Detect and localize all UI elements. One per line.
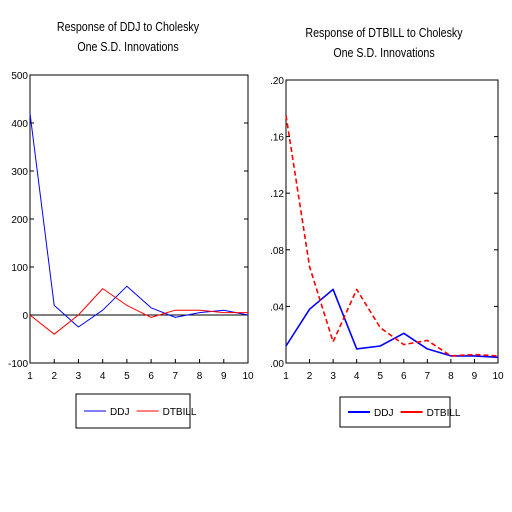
legend-label: DDJ [110, 407, 129, 418]
y-tick-label: .12 [270, 189, 284, 200]
chart-subtitle: One S.D. Innovations [77, 39, 179, 54]
y-tick-label: 200 [11, 215, 28, 226]
y-tick-label: .20 [270, 76, 284, 87]
x-tick-label: 10 [492, 371, 504, 382]
x-tick-label: 1 [283, 371, 289, 382]
x-tick-label: 10 [242, 371, 254, 382]
legend-label: DTBILL [163, 407, 197, 418]
x-tick-label: 2 [51, 371, 57, 382]
y-tick-label: .04 [270, 302, 284, 313]
y-tick-label: 0 [22, 311, 28, 322]
series-line-dtbill [285, 115, 499, 357]
y-tick-label: 500 [11, 71, 28, 82]
x-tick-label: 9 [221, 371, 227, 382]
x-tick-label: 3 [76, 371, 82, 382]
plot-frame [29, 74, 249, 364]
x-tick-label: 7 [425, 371, 431, 382]
legend-label: DTBILL [427, 408, 461, 419]
y-tick-label: .16 [270, 133, 284, 144]
y-tick-label: -100 [8, 359, 28, 370]
x-tick-label: 9 [472, 371, 478, 382]
x-tick-label: 8 [197, 371, 203, 382]
plot-frame [285, 79, 499, 364]
chart-dtbill: .20 .16 .12 .08 .04 .001 2 3 4 5 6 7 8 9 10 DDJ DTBILL [270, 76, 504, 428]
x-tick-label: 6 [148, 371, 154, 382]
chart-title: Response of DDJ to Cholesky [56, 19, 200, 34]
x-tick-label: 8 [448, 371, 454, 382]
x-tick-label: 6 [401, 371, 407, 382]
series-line-dtbill [29, 288, 248, 335]
y-tick-label: 300 [11, 167, 28, 178]
x-tick-label: 2 [307, 371, 313, 382]
chart-panel-ddj: Response of DDJ to Cholesky One S.D. Inn… [0, 0, 256, 440]
chart-panel-dtbill: Response of DTBILL to Cholesky One S.D. … [256, 0, 512, 440]
y-tick-label: .08 [270, 246, 284, 257]
y-tick-label: .00 [270, 359, 284, 370]
y-tick-label: 400 [11, 119, 28, 130]
x-tick-label: 3 [330, 371, 336, 382]
y-tick-label: 100 [11, 263, 28, 274]
x-tick-label: 5 [377, 371, 383, 382]
x-tick-label: 1 [27, 371, 33, 382]
x-tick-label: 4 [100, 371, 106, 382]
x-tick-label: 7 [173, 371, 179, 382]
legend-label: DDJ [374, 408, 393, 419]
chart-title: Response of DTBILL to Cholesky [305, 25, 463, 40]
x-tick-label: 5 [124, 371, 130, 382]
chart-subtitle: One S.D. Innovations [333, 45, 435, 60]
x-tick-label: 4 [354, 371, 360, 382]
